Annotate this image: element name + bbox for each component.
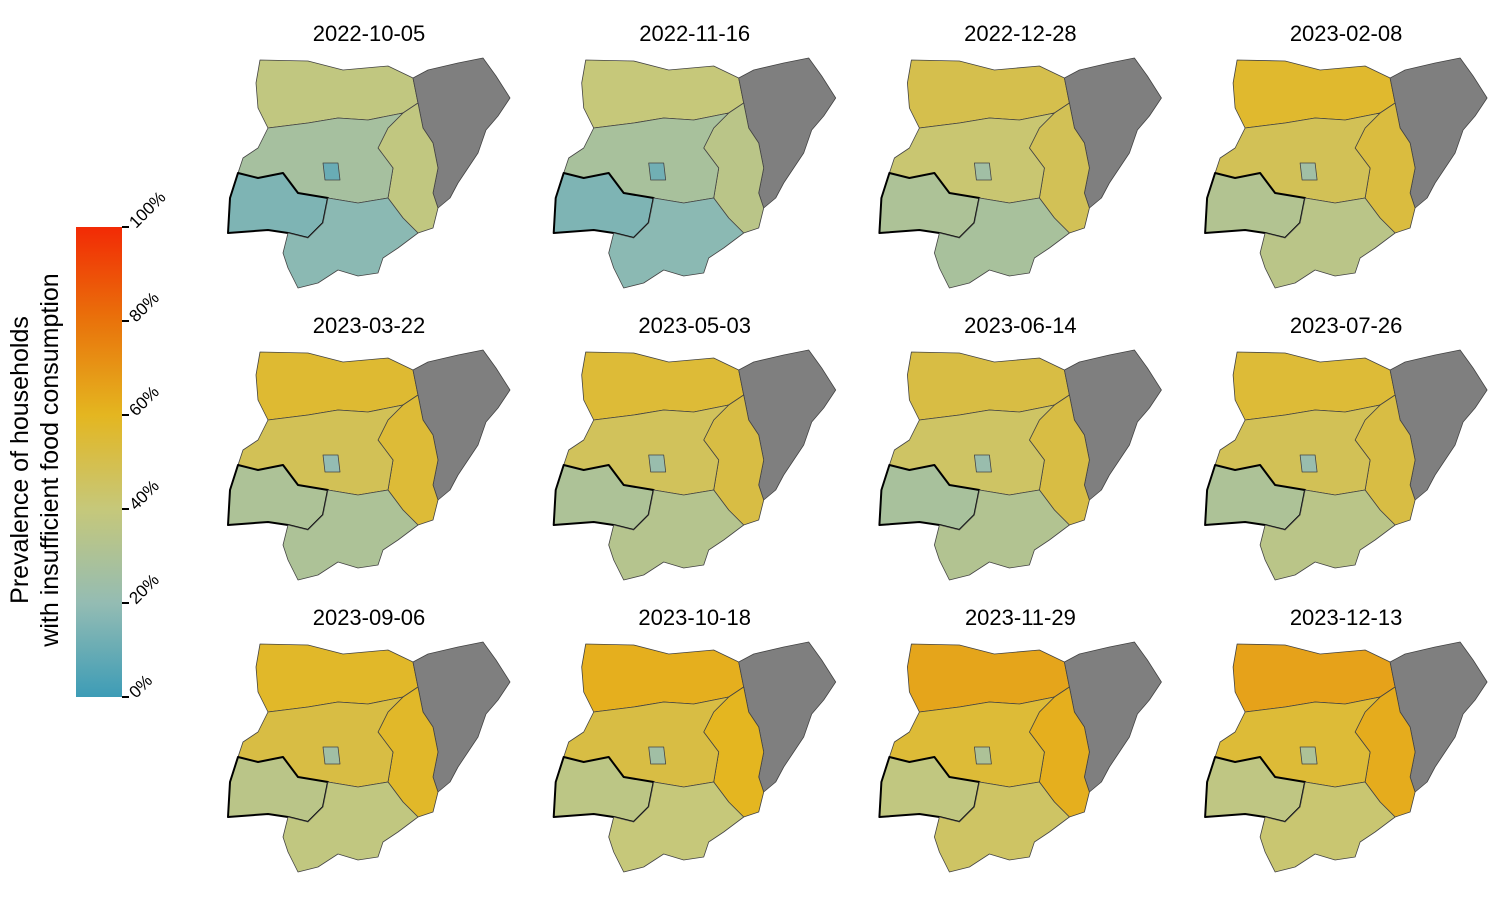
region xyxy=(648,454,667,473)
region xyxy=(1299,454,1318,473)
map xyxy=(227,57,511,289)
panel-title: 2022-11-16 xyxy=(639,21,750,46)
map xyxy=(1204,57,1488,289)
region xyxy=(1259,781,1396,873)
region xyxy=(974,162,992,181)
panel-title: 2023-02-08 xyxy=(1290,21,1403,46)
panel-title: 2023-12-13 xyxy=(1290,605,1403,630)
colorbar-tick-label: 40% xyxy=(125,476,162,513)
region xyxy=(322,746,341,765)
legend-title: with insufficient food consumption xyxy=(36,273,64,647)
region xyxy=(648,746,667,765)
region xyxy=(974,746,992,765)
panel-title: 2023-07-26 xyxy=(1290,313,1403,338)
map xyxy=(1204,641,1488,873)
panel-title: 2023-06-14 xyxy=(964,313,1077,338)
colorbar-tick-label: 100% xyxy=(125,188,169,232)
region xyxy=(322,162,341,181)
panel-title: 2023-09-06 xyxy=(313,605,426,630)
colorbar-tick-label: 60% xyxy=(125,382,162,419)
panel-title: 2023-03-22 xyxy=(313,313,426,338)
region xyxy=(282,489,419,581)
colorbar-tick-label: 0% xyxy=(125,671,156,702)
colorbar-tick-label: 20% xyxy=(125,570,162,607)
map xyxy=(552,349,837,581)
panel-title: 2023-05-03 xyxy=(638,313,751,338)
map xyxy=(878,641,1162,873)
region xyxy=(1299,162,1318,181)
map xyxy=(227,641,511,873)
region xyxy=(934,489,1070,581)
region xyxy=(1299,746,1318,765)
region xyxy=(974,454,992,473)
region xyxy=(322,454,341,473)
region xyxy=(608,197,745,289)
map xyxy=(878,349,1162,581)
region xyxy=(648,162,667,181)
region xyxy=(608,781,745,873)
map xyxy=(552,641,837,873)
map xyxy=(227,349,511,581)
map xyxy=(1204,349,1488,581)
map xyxy=(552,57,837,289)
colorbar-tick-label: 80% xyxy=(125,288,162,325)
panel-title: 2023-10-18 xyxy=(638,605,751,630)
panel-title: 2022-12-28 xyxy=(964,21,1077,46)
region xyxy=(1259,489,1396,581)
legend-title: Prevalence of households xyxy=(6,316,34,604)
region xyxy=(282,197,419,289)
region xyxy=(934,197,1070,289)
region xyxy=(608,489,745,581)
panel-title: 2023-11-29 xyxy=(965,605,1076,630)
region xyxy=(282,781,419,873)
map xyxy=(878,57,1162,289)
colorbar xyxy=(76,227,122,697)
region xyxy=(1259,197,1396,289)
panel-title: 2022-10-05 xyxy=(313,21,426,46)
region xyxy=(934,781,1070,873)
